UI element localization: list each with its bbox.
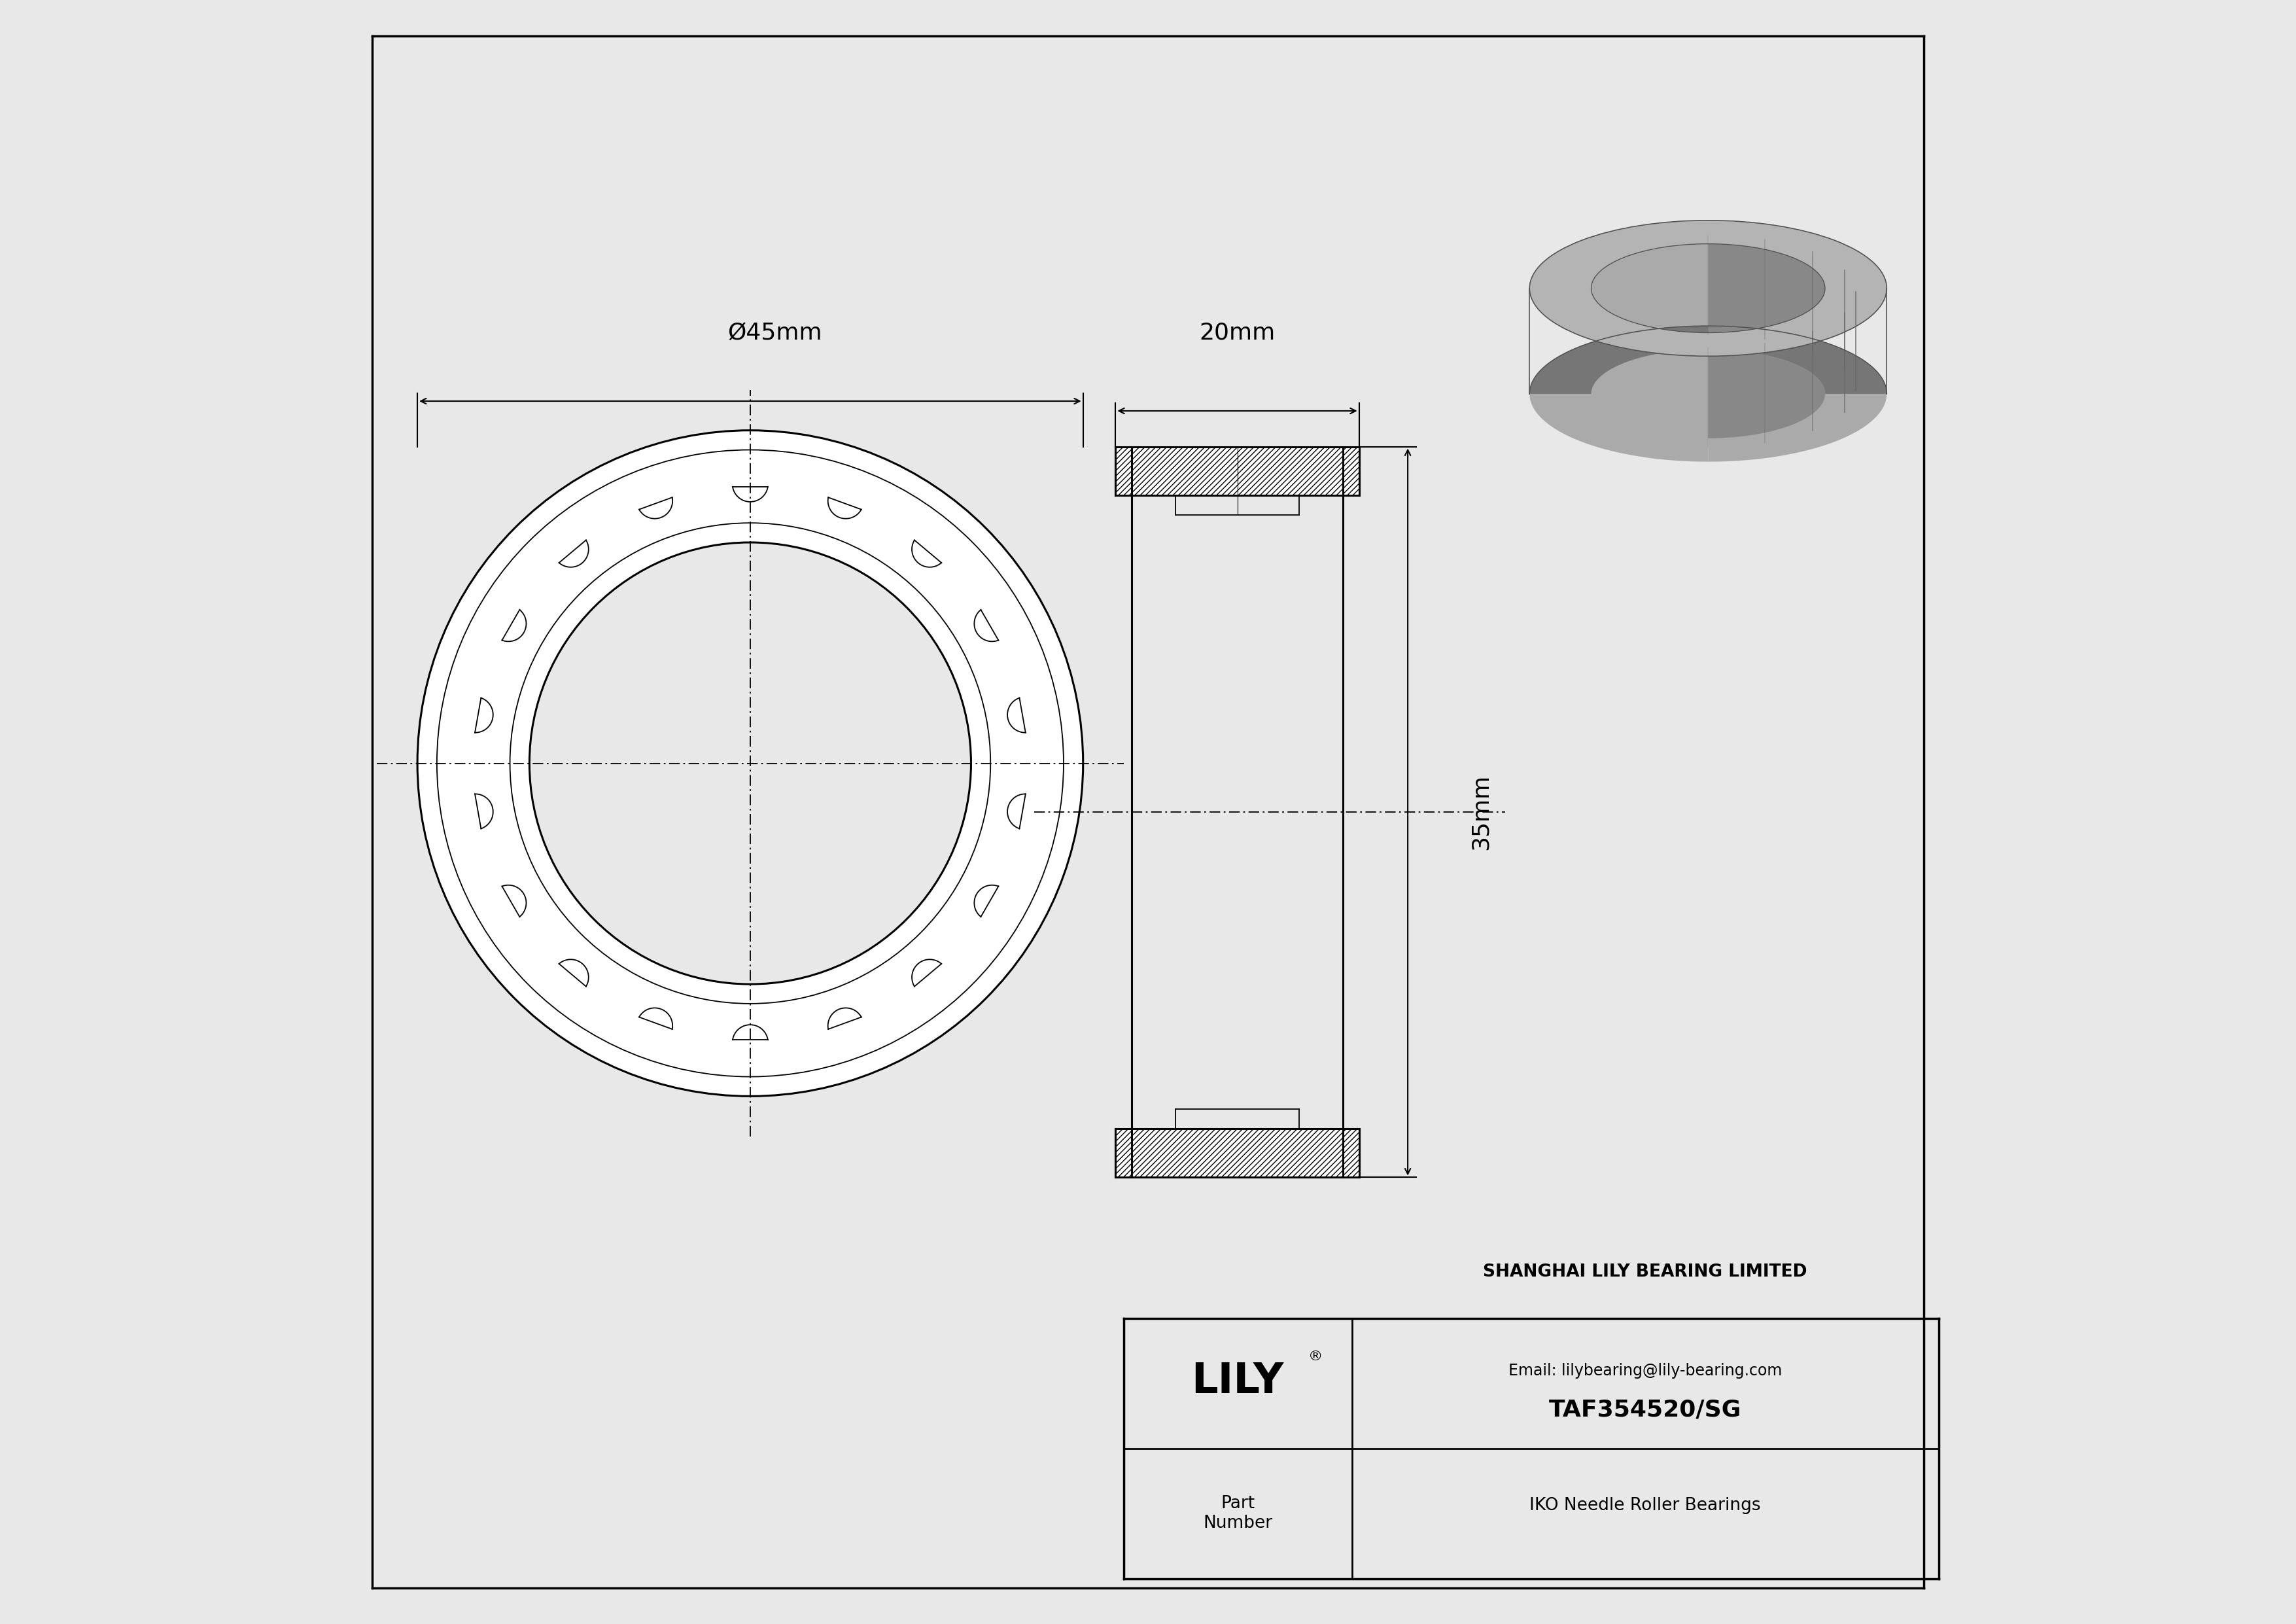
Polygon shape — [1708, 333, 1715, 356]
Polygon shape — [1789, 320, 1837, 338]
Polygon shape — [1731, 331, 1750, 354]
Polygon shape — [1529, 221, 1887, 356]
Polygon shape — [1722, 333, 1736, 356]
Polygon shape — [1814, 305, 1874, 315]
Polygon shape — [1745, 224, 1770, 247]
Polygon shape — [1805, 248, 1857, 265]
Polygon shape — [1816, 304, 1876, 313]
Polygon shape — [1775, 325, 1814, 344]
Polygon shape — [1809, 310, 1864, 323]
Polygon shape — [1713, 333, 1722, 356]
Polygon shape — [1766, 229, 1802, 250]
Polygon shape — [1745, 330, 1770, 352]
Polygon shape — [1775, 232, 1814, 252]
Polygon shape — [1812, 309, 1869, 320]
Polygon shape — [1740, 222, 1763, 247]
Polygon shape — [1761, 326, 1795, 349]
Text: Email: lilybearing@lily-bearing.com: Email: lilybearing@lily-bearing.com — [1508, 1363, 1782, 1379]
Polygon shape — [1795, 317, 1846, 335]
Polygon shape — [1740, 330, 1763, 354]
Polygon shape — [1825, 291, 1887, 296]
Circle shape — [418, 430, 1084, 1096]
Polygon shape — [1800, 247, 1853, 263]
Polygon shape — [1821, 271, 1883, 279]
Polygon shape — [1708, 221, 1715, 244]
Polygon shape — [1807, 252, 1862, 266]
Circle shape — [530, 542, 971, 984]
Polygon shape — [1777, 234, 1821, 253]
Polygon shape — [1784, 237, 1830, 257]
Text: ®: ® — [1309, 1350, 1322, 1363]
Polygon shape — [1761, 227, 1795, 250]
Polygon shape — [1529, 326, 1887, 393]
Polygon shape — [1750, 224, 1777, 247]
Text: LILY: LILY — [1192, 1361, 1283, 1402]
Text: IKO Needle Roller Bearings: IKO Needle Roller Bearings — [1529, 1497, 1761, 1514]
Polygon shape — [1736, 331, 1756, 354]
Polygon shape — [1789, 239, 1837, 257]
Text: 20mm: 20mm — [1199, 322, 1274, 344]
Polygon shape — [1708, 221, 1887, 461]
Polygon shape — [1814, 261, 1874, 271]
Polygon shape — [1754, 226, 1784, 248]
Polygon shape — [1727, 331, 1743, 356]
Polygon shape — [1823, 273, 1883, 281]
Polygon shape — [1798, 245, 1851, 261]
Polygon shape — [1529, 221, 1708, 461]
Polygon shape — [1825, 289, 1887, 292]
Polygon shape — [1736, 222, 1756, 245]
Polygon shape — [1825, 281, 1887, 286]
Polygon shape — [1809, 253, 1864, 266]
Polygon shape — [1816, 263, 1876, 273]
Polygon shape — [1814, 258, 1871, 270]
Polygon shape — [1717, 333, 1729, 356]
Polygon shape — [1727, 221, 1743, 245]
Polygon shape — [1770, 231, 1809, 252]
Polygon shape — [1812, 257, 1869, 268]
Text: TAF354520/SG: TAF354520/SG — [1550, 1398, 1743, 1421]
Polygon shape — [1708, 244, 1825, 438]
Polygon shape — [1825, 284, 1887, 287]
Polygon shape — [1795, 242, 1846, 260]
Polygon shape — [1825, 287, 1887, 289]
Polygon shape — [1807, 310, 1862, 325]
Polygon shape — [1116, 1129, 1359, 1177]
Polygon shape — [1814, 307, 1871, 318]
Polygon shape — [1116, 447, 1359, 495]
Polygon shape — [1770, 325, 1809, 346]
Polygon shape — [1798, 315, 1851, 331]
Polygon shape — [1823, 279, 1885, 284]
Polygon shape — [1717, 221, 1729, 244]
Polygon shape — [1759, 328, 1791, 349]
Polygon shape — [1821, 299, 1880, 309]
Text: SHANGHAI LILY BEARING LIMITED: SHANGHAI LILY BEARING LIMITED — [1483, 1263, 1807, 1280]
Polygon shape — [1818, 302, 1878, 310]
Polygon shape — [1750, 330, 1777, 352]
Text: Ø45mm: Ø45mm — [728, 322, 822, 344]
Polygon shape — [1784, 320, 1830, 339]
Polygon shape — [1754, 328, 1784, 351]
Polygon shape — [1713, 221, 1722, 244]
Polygon shape — [1782, 235, 1825, 255]
Polygon shape — [1791, 240, 1841, 258]
Polygon shape — [1777, 323, 1821, 343]
Polygon shape — [1821, 297, 1883, 305]
Polygon shape — [1800, 313, 1853, 330]
Polygon shape — [1722, 221, 1736, 244]
Polygon shape — [1759, 227, 1791, 248]
Polygon shape — [1823, 292, 1885, 297]
Polygon shape — [1791, 318, 1841, 336]
Polygon shape — [1823, 294, 1885, 300]
Polygon shape — [1823, 276, 1885, 283]
Polygon shape — [1823, 296, 1883, 304]
Polygon shape — [1766, 326, 1802, 348]
Polygon shape — [1782, 322, 1825, 341]
Polygon shape — [1818, 266, 1878, 274]
Polygon shape — [1821, 268, 1880, 278]
Text: 35mm: 35mm — [1469, 775, 1492, 849]
Polygon shape — [1805, 312, 1857, 328]
Text: Part
Number: Part Number — [1203, 1496, 1272, 1531]
Polygon shape — [1731, 222, 1750, 245]
